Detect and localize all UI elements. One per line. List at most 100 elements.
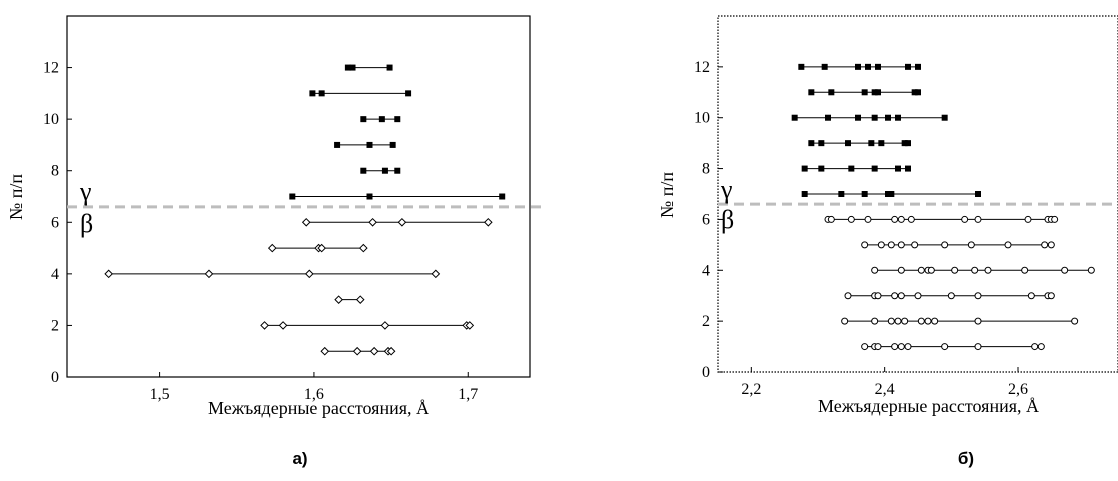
diamond-marker xyxy=(304,269,314,279)
circle-marker xyxy=(1061,266,1069,274)
circle-marker xyxy=(897,266,905,274)
diamond-marker xyxy=(204,269,214,279)
square-marker xyxy=(885,114,891,121)
circle-marker xyxy=(1027,292,1035,300)
y-tick-label: 4 xyxy=(702,262,710,279)
square-marker xyxy=(901,140,908,147)
diamond-marker xyxy=(380,321,390,330)
y-tick-label: 12 xyxy=(43,60,59,77)
circle-marker xyxy=(897,343,905,351)
diamond-marker xyxy=(368,217,377,227)
square-marker xyxy=(825,114,831,121)
circle-marker xyxy=(864,215,872,223)
circle-marker xyxy=(967,241,975,249)
gamma-label: γ xyxy=(79,177,92,206)
circle-marker xyxy=(874,343,882,351)
circle-marker xyxy=(984,266,992,274)
square-marker xyxy=(915,63,921,70)
circle-marker xyxy=(871,317,879,325)
circle-marker xyxy=(897,215,905,223)
square-marker xyxy=(875,63,881,70)
diamond-marker xyxy=(369,346,379,356)
circle-marker xyxy=(1047,292,1055,300)
x-axis-title: Межъядерные расстояния, Å xyxy=(208,398,429,418)
square-marker xyxy=(905,63,911,70)
diamond-marker xyxy=(320,346,330,356)
circle-marker xyxy=(974,343,982,351)
circle-marker xyxy=(927,266,935,274)
circle-marker xyxy=(924,317,932,325)
circle-marker xyxy=(941,241,949,249)
diamond-marker xyxy=(104,269,113,279)
circle-marker xyxy=(1071,317,1079,325)
y-tick-label: 2 xyxy=(702,313,710,330)
circle-marker xyxy=(894,317,902,325)
circle-marker xyxy=(844,292,852,300)
square-marker xyxy=(366,193,373,200)
x-axis-title: Межъядерные расстояния, Å xyxy=(818,396,1039,416)
circle-marker xyxy=(871,266,879,274)
diamond-marker xyxy=(397,217,407,227)
square-marker xyxy=(381,167,388,174)
square-marker xyxy=(405,90,412,97)
beta-label: β xyxy=(80,209,93,238)
circle-marker xyxy=(917,317,925,325)
circle-marker xyxy=(847,215,855,223)
square-marker xyxy=(808,140,815,147)
square-marker xyxy=(861,89,868,96)
y-tick-label: 10 xyxy=(43,111,59,128)
diamond-marker xyxy=(431,269,441,279)
square-marker xyxy=(895,114,901,121)
panel-caption: б) xyxy=(958,449,974,468)
square-marker xyxy=(911,89,918,96)
diamond-marker xyxy=(484,217,493,227)
circle-marker xyxy=(861,241,869,249)
square-marker xyxy=(309,90,316,97)
circle-marker xyxy=(841,317,849,325)
square-marker xyxy=(848,165,855,172)
diamond-marker xyxy=(359,243,368,253)
y-tick-label: 2 xyxy=(51,317,59,334)
chart-a: 0 2 4 6 8 10 12 1,5 1,6 1,7 Межъядерные расстояния… xyxy=(6,15,541,468)
square-marker xyxy=(394,167,401,174)
square-marker xyxy=(349,64,356,71)
circle-marker xyxy=(941,343,949,351)
square-marker xyxy=(871,114,878,121)
square-marker xyxy=(378,116,385,123)
y-tick-label: 6 xyxy=(702,211,710,228)
circle-marker xyxy=(887,241,895,249)
circle-marker xyxy=(1021,266,1029,274)
circle-marker xyxy=(901,317,909,325)
beta-label: β xyxy=(721,205,734,234)
circle-marker xyxy=(861,343,869,351)
square-marker xyxy=(855,63,861,70)
square-marker xyxy=(871,89,878,96)
square-marker xyxy=(289,193,296,200)
square-marker xyxy=(808,89,815,96)
square-marker xyxy=(855,114,861,121)
square-marker xyxy=(801,191,808,197)
circle-marker xyxy=(887,317,895,325)
square-marker xyxy=(875,89,881,96)
circle-marker xyxy=(914,292,922,300)
square-marker xyxy=(389,141,396,148)
square-marker xyxy=(318,90,325,97)
square-marker xyxy=(360,116,367,123)
circle-marker xyxy=(891,215,899,223)
square-marker xyxy=(818,140,825,147)
diamond-marker xyxy=(317,243,326,253)
circle-marker xyxy=(897,241,905,249)
x-tick-label: 2,2 xyxy=(741,381,761,398)
y-axis-title: № п/п xyxy=(657,172,677,218)
circle-marker xyxy=(931,317,939,325)
diamond-marker xyxy=(267,243,277,253)
circle-marker xyxy=(1051,215,1059,223)
x-tick-label: 1,5 xyxy=(150,386,170,403)
square-marker xyxy=(821,63,828,70)
circle-marker xyxy=(917,266,925,274)
square-marker xyxy=(791,114,798,121)
square-marker xyxy=(905,140,911,147)
y-tick-label: 0 xyxy=(702,364,710,381)
circle-marker xyxy=(1024,215,1032,223)
